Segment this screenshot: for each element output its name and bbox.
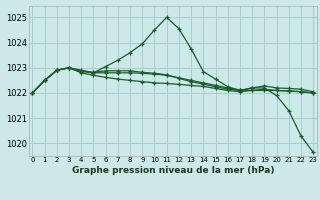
X-axis label: Graphe pression niveau de la mer (hPa): Graphe pression niveau de la mer (hPa) — [72, 166, 274, 175]
